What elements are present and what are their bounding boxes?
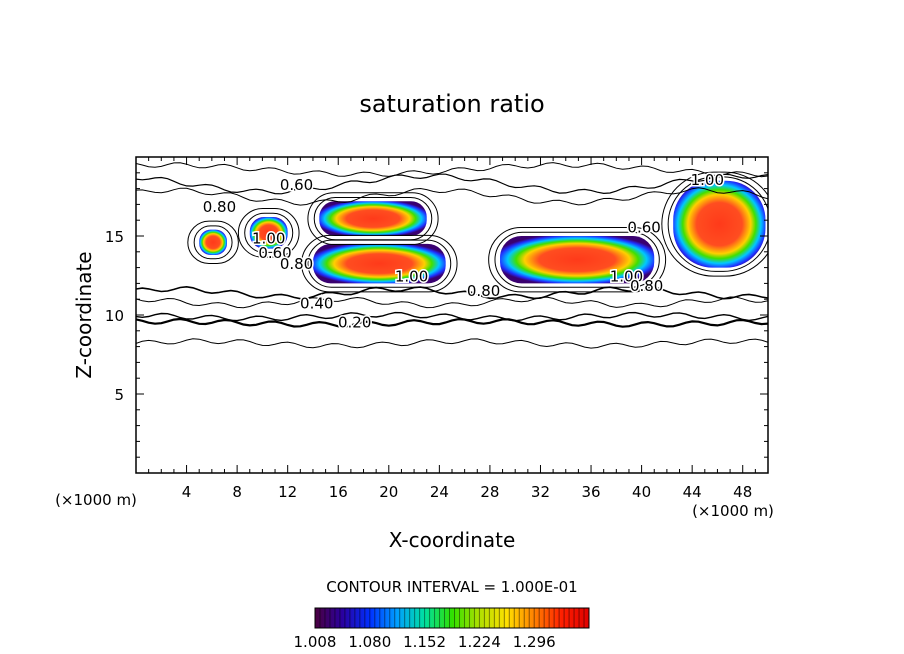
colorbar-tick-label: 1.296 — [513, 633, 556, 651]
x-tick-label: 32 — [531, 483, 550, 501]
contour-line — [661, 171, 768, 277]
contour-label: 1.00 — [691, 171, 724, 189]
x-tick-label: 4 — [182, 483, 192, 501]
supersaturated-region — [249, 217, 288, 249]
x-axis-title: X-coordinate — [389, 528, 516, 552]
contour-line — [313, 196, 433, 241]
contour-line — [193, 225, 233, 260]
contour-label: 0.40 — [300, 294, 333, 312]
contour-line — [237, 208, 300, 258]
colorbar — [314, 607, 590, 629]
colorbar-stripes — [319, 608, 585, 628]
contour-label: 0.80 — [467, 282, 500, 300]
colorbar-tick-label: 1.224 — [458, 633, 501, 651]
x-tick-label: 20 — [379, 483, 398, 501]
x-tick-label: 24 — [430, 483, 449, 501]
supersaturated-regions — [199, 180, 766, 284]
contour-line — [301, 234, 458, 293]
x-tick-label: 12 — [278, 483, 297, 501]
y-axis-title: Z-coordinate — [72, 251, 96, 378]
supersaturated-region — [500, 236, 655, 284]
contour-line — [244, 212, 294, 253]
contour-line — [488, 226, 667, 293]
supersaturated-region — [199, 229, 228, 255]
contour-labels: 0.600.801.000.600.801.000.800.400.201.00… — [201, 170, 725, 333]
y-tick-label: 10 — [105, 307, 124, 325]
contour-label: 1.00 — [252, 230, 285, 248]
x-unit-label: (×1000 m) — [692, 502, 774, 520]
x-axis: 4 8 12 16 20 24 28 32 36 40 44 48 — [148, 157, 756, 501]
chart-title: saturation ratio — [359, 90, 544, 118]
x-tick-label: 44 — [683, 483, 702, 501]
x-tick-label: 8 — [232, 483, 242, 501]
contour-label: 0.60 — [280, 176, 313, 194]
y-axis: 5 10 15 — [105, 172, 768, 458]
contour-label: 1.00 — [395, 268, 428, 286]
z-unit-label: (×1000 m) — [55, 491, 137, 509]
contour-label: 0.80 — [280, 255, 313, 273]
contour-lines — [136, 162, 768, 349]
contour-line — [187, 220, 239, 264]
supersaturated-region — [673, 180, 766, 268]
contour-line — [136, 338, 768, 349]
contour-line — [136, 296, 768, 309]
contour-line — [136, 187, 768, 206]
contour-interval-text: CONTOUR INTERVAL = 1.000E-01 — [326, 578, 577, 596]
x-tick-label: 40 — [632, 483, 651, 501]
contour-line — [136, 317, 768, 328]
contour-label: 0.80 — [630, 277, 663, 295]
contour-label: 0.80 — [203, 198, 236, 216]
y-tick-label: 15 — [105, 228, 124, 246]
supersaturated-region — [312, 243, 446, 284]
contour-label: 0.60 — [627, 219, 660, 237]
x-tick-label: 48 — [733, 483, 752, 501]
x-tick-label: 16 — [329, 483, 348, 501]
colorbar-tick-label: 1.080 — [348, 633, 391, 651]
contour-label: 0.60 — [258, 244, 291, 262]
contour-line — [136, 311, 768, 322]
contour-line — [136, 173, 768, 195]
y-tick-label: 5 — [114, 386, 124, 404]
contour-line — [136, 162, 768, 178]
contour-line — [667, 176, 768, 272]
contour-line — [494, 231, 660, 288]
contour-line — [307, 192, 439, 246]
contour-line — [136, 285, 768, 300]
x-tick-label: 28 — [480, 483, 499, 501]
contour-label: 1.00 — [610, 268, 643, 286]
colorbar-tick-label: 1.152 — [403, 633, 446, 651]
x-tick-label: 36 — [581, 483, 600, 501]
colorbar-tick-label: 1.008 — [294, 633, 337, 651]
colorbar-ticks: 1.008 1.080 1.152 1.224 1.296 — [294, 633, 556, 651]
supersaturated-region — [319, 201, 427, 236]
contour-label: 0.20 — [338, 313, 371, 331]
